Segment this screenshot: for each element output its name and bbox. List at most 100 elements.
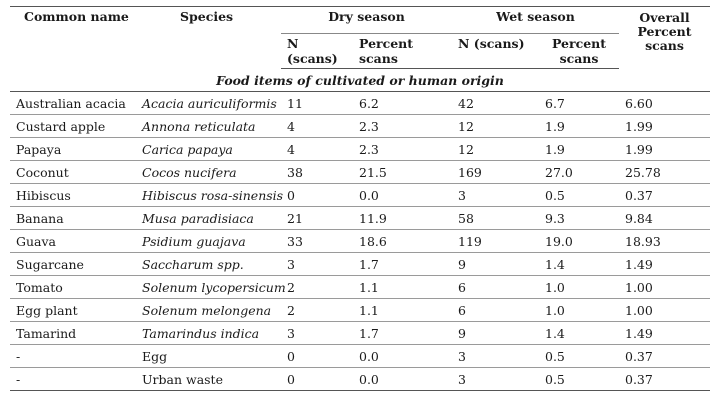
cell-wet-percent: 0.5 bbox=[539, 344, 619, 368]
cell-dry-percent: 6.2 bbox=[353, 91, 452, 115]
cell-common-name: Coconut bbox=[10, 160, 136, 184]
cell-wet-n: 6 bbox=[452, 275, 539, 299]
cell-wet-percent: 1.0 bbox=[539, 298, 619, 322]
cell-wet-percent: 1.4 bbox=[539, 252, 619, 276]
cell-common-name: Papaya bbox=[10, 137, 136, 161]
cell-species: Psidium guajava bbox=[136, 229, 281, 253]
cell-dry-percent: 0.0 bbox=[353, 183, 452, 207]
header-species: Species bbox=[136, 6, 281, 69]
table-row: Guava Psidium guajava 33 18.6 119 19.0 18.93 bbox=[10, 229, 710, 253]
cell-dry-percent: 0.0 bbox=[353, 367, 452, 391]
cell-overall: 1.00 bbox=[619, 275, 710, 299]
header-dry-n: N (scans) bbox=[281, 33, 353, 69]
cell-wet-n: 9 bbox=[452, 252, 539, 276]
cell-wet-n: 169 bbox=[452, 160, 539, 184]
cell-wet-percent: 1.9 bbox=[539, 114, 619, 138]
header-dry-season: Dry season bbox=[281, 6, 452, 34]
cell-dry-percent: 2.3 bbox=[353, 114, 452, 138]
cell-species: Tamarindus indica bbox=[136, 321, 281, 345]
cell-wet-n: 9 bbox=[452, 321, 539, 345]
cell-common-name: Guava bbox=[10, 229, 136, 253]
cell-wet-n: 42 bbox=[452, 91, 539, 115]
table-row: Tamarind Tamarindus indica 3 1.7 9 1.4 1.49 bbox=[10, 321, 710, 345]
cell-dry-n: 0 bbox=[281, 344, 353, 368]
cell-wet-n: 58 bbox=[452, 206, 539, 230]
cell-dry-n: 4 bbox=[281, 137, 353, 161]
cell-wet-n: 6 bbox=[452, 298, 539, 322]
cell-common-name: Egg plant bbox=[10, 298, 136, 322]
header-common-name: Common name bbox=[10, 6, 136, 69]
cell-overall: 1.00 bbox=[619, 298, 710, 322]
cell-overall: 1.49 bbox=[619, 252, 710, 276]
cell-wet-percent: 0.5 bbox=[539, 367, 619, 391]
table-body: Australian acacia Acacia auriculiformis 11… bbox=[10, 91, 710, 391]
cell-common-name: Hibiscus bbox=[10, 183, 136, 207]
table-row: Australian acacia Acacia auriculiformis 11… bbox=[10, 91, 710, 115]
table-row: Banana Musa paradisiaca 21 11.9 58 9.3 9.84 bbox=[10, 206, 710, 230]
cell-common-name: Australian acacia bbox=[10, 91, 136, 115]
cell-wet-n: 3 bbox=[452, 367, 539, 391]
cell-dry-percent: 11.9 bbox=[353, 206, 452, 230]
cell-dry-n: 4 bbox=[281, 114, 353, 138]
cell-overall: 1.99 bbox=[619, 137, 710, 161]
cell-species: Solenum lycopersicum bbox=[136, 275, 286, 299]
cell-dry-n: 38 bbox=[281, 160, 353, 184]
cell-dry-n: 33 bbox=[281, 229, 353, 253]
cell-dry-n: 2 bbox=[281, 275, 353, 299]
cell-dry-n: 11 bbox=[281, 91, 353, 115]
table-row: Hibiscus Hibiscus rosa-sinensis 0 0.0 3 0.5 0.… bbox=[10, 183, 710, 207]
cell-species: Acacia auriculiformis bbox=[136, 91, 281, 115]
cell-wet-n: 12 bbox=[452, 114, 539, 138]
cell-wet-percent: 0.5 bbox=[539, 183, 619, 207]
table-row: Sugarcane Saccharum spp. 3 1.7 9 1.4 1.49 bbox=[10, 252, 710, 276]
cell-overall: 0.37 bbox=[619, 183, 710, 207]
cell-wet-n: 3 bbox=[452, 183, 539, 207]
header-wet-percent: Percent scans bbox=[539, 33, 619, 69]
cell-wet-n: 119 bbox=[452, 229, 539, 253]
cell-dry-percent: 1.1 bbox=[353, 275, 452, 299]
header-wet-n: N (scans) bbox=[452, 33, 539, 69]
table-row: Tomato Solenum lycopersicum 2 1.1 6 1.0 1.00 bbox=[10, 275, 710, 299]
cell-common-name: Tamarind bbox=[10, 321, 136, 345]
cell-common-name: - bbox=[10, 344, 136, 368]
cell-common-name: Sugarcane bbox=[10, 252, 136, 276]
cell-dry-n: 3 bbox=[281, 252, 353, 276]
cell-wet-percent: 1.9 bbox=[539, 137, 619, 161]
cell-dry-percent: 0.0 bbox=[353, 344, 452, 368]
cell-overall: 18.93 bbox=[619, 229, 710, 253]
cell-overall: 6.60 bbox=[619, 91, 710, 115]
cell-species: Carica papaya bbox=[136, 137, 281, 161]
cell-wet-percent: 1.0 bbox=[539, 275, 619, 299]
cell-common-name: - bbox=[10, 367, 136, 391]
cell-dry-n: 21 bbox=[281, 206, 353, 230]
cell-dry-percent: 18.6 bbox=[353, 229, 452, 253]
cell-species: Hibiscus rosa-sinensis bbox=[136, 183, 283, 207]
cell-dry-n: 0 bbox=[281, 367, 353, 391]
table-row: - Egg 0 0.0 3 0.5 0.37 bbox=[10, 344, 710, 368]
cell-overall: 0.37 bbox=[619, 367, 710, 391]
header-wet-season: Wet season bbox=[452, 6, 619, 34]
table-row: Egg plant Solenum melongena 2 1.1 6 1.0 1.00 bbox=[10, 298, 710, 322]
cell-common-name: Banana bbox=[10, 206, 136, 230]
cell-wet-percent: 19.0 bbox=[539, 229, 619, 253]
cell-common-name: Custard apple bbox=[10, 114, 136, 138]
cell-dry-percent: 1.7 bbox=[353, 252, 452, 276]
header-dry-percent: Percent scans bbox=[353, 33, 452, 69]
cell-wet-percent: 9.3 bbox=[539, 206, 619, 230]
cell-species: Saccharum spp. bbox=[136, 252, 281, 276]
cell-dry-percent: 21.5 bbox=[353, 160, 452, 184]
cell-overall: 1.49 bbox=[619, 321, 710, 345]
cell-wet-percent: 27.0 bbox=[539, 160, 619, 184]
cell-species: Annona reticulata bbox=[136, 114, 281, 138]
cell-common-name: Tomato bbox=[10, 275, 136, 299]
header-overall: Overall Percent scans bbox=[619, 6, 710, 69]
cell-species: Cocos nucifera bbox=[136, 160, 281, 184]
table-row: Papaya Carica papaya 4 2.3 12 1.9 1.99 bbox=[10, 137, 710, 161]
cell-species: Egg bbox=[136, 344, 281, 368]
table-row: Coconut Cocos nucifera 38 21.5 169 27.0 25.78 bbox=[10, 160, 710, 184]
cell-wet-n: 12 bbox=[452, 137, 539, 161]
food-items-table: Common name Species Dry season Wet seaso… bbox=[10, 6, 710, 391]
cell-dry-n: 2 bbox=[281, 298, 353, 322]
section-title: Food items of cultivated or human origin bbox=[10, 68, 710, 92]
table-row: Custard apple Annona reticulata 4 2.3 12 1.9 1… bbox=[10, 114, 710, 138]
